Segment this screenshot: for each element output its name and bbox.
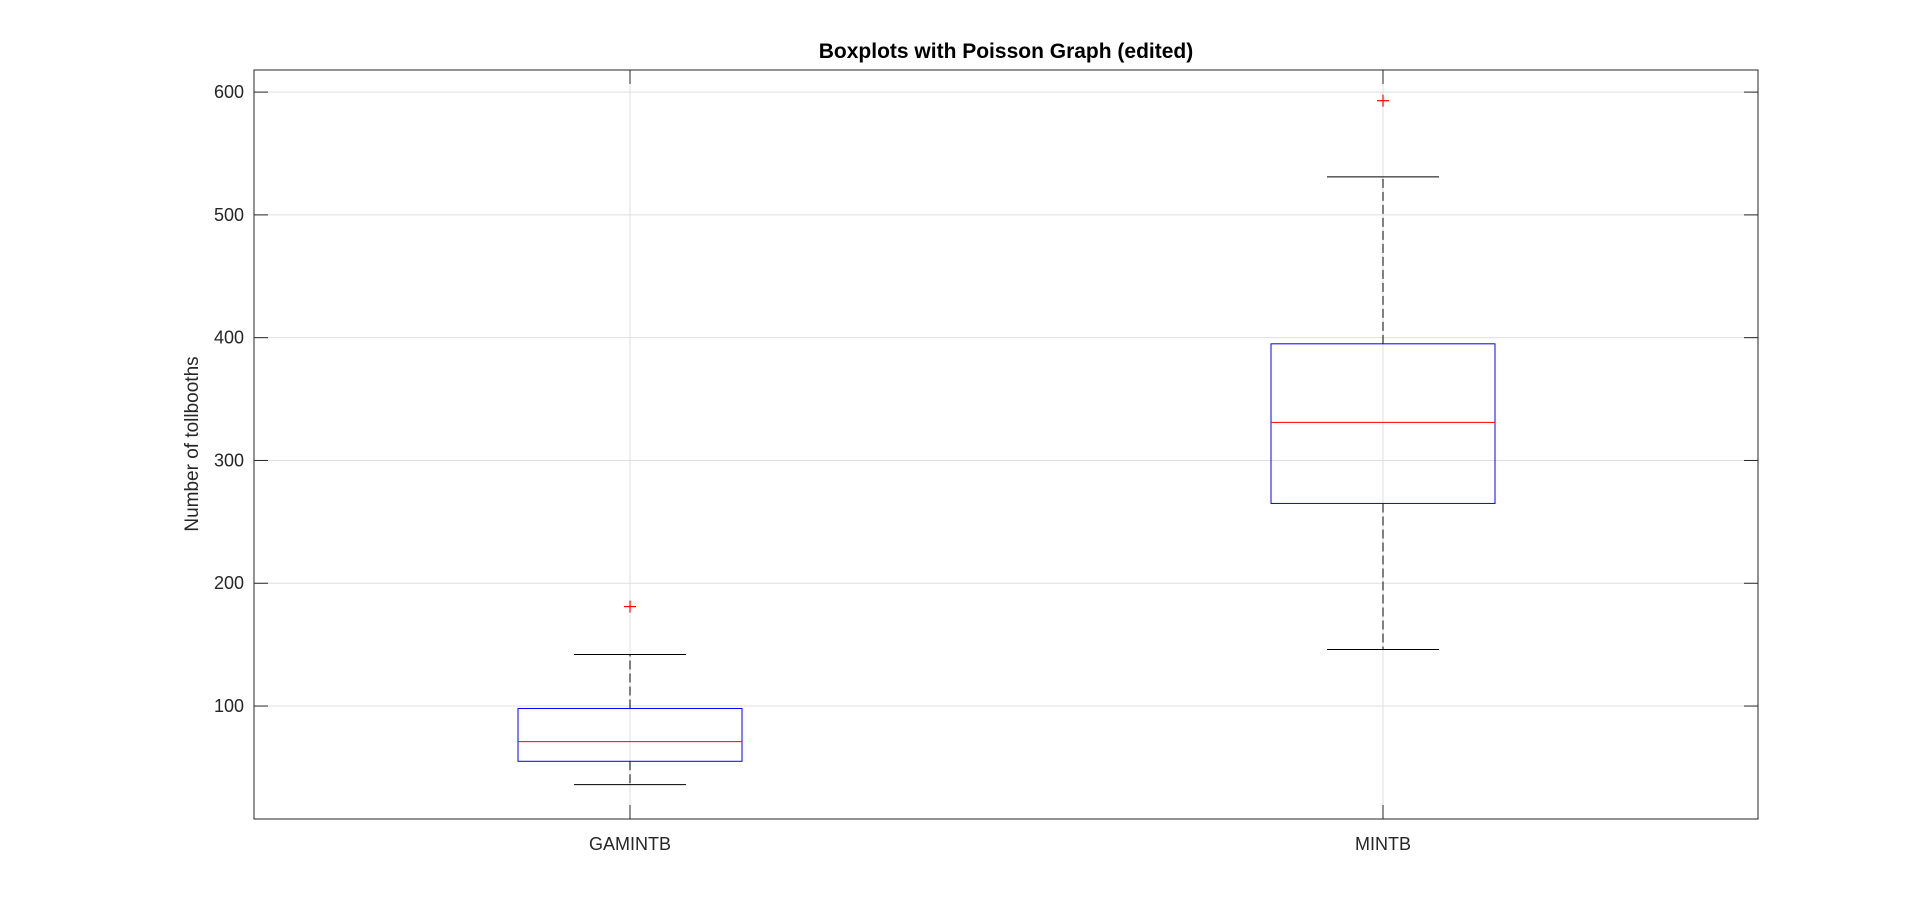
y-axis-label: Number of tollbooths (182, 356, 203, 531)
box-group-mintb (1270, 94, 1496, 651)
y-tick-label: 500 (214, 205, 244, 225)
x-tick-label: MINTB (1355, 834, 1411, 854)
y-tick-label: 100 (214, 696, 244, 716)
y-tick-label: 200 (214, 573, 244, 593)
iqr-box (1270, 343, 1496, 504)
outlier-marker (1377, 94, 1389, 107)
y-tick-label: 300 (214, 450, 244, 470)
outlier-marker (624, 600, 636, 613)
tick-labels: 100 200 300 400 500 600 GAMINTB MINTB (214, 82, 1411, 854)
iqr-box (517, 707, 743, 762)
y-tick-label: 400 (214, 328, 244, 348)
axes-frame (253, 69, 1759, 820)
box-group-gamintb (517, 600, 743, 786)
plot-area (254, 70, 1758, 819)
y-tick-label: 600 (214, 82, 244, 102)
x-tick-label: GAMINTB (589, 834, 671, 854)
tick-marks (254, 70, 1758, 819)
boxes (517, 94, 1496, 786)
chart-title: Boxplots with Poisson Graph (edited) (819, 40, 1194, 63)
